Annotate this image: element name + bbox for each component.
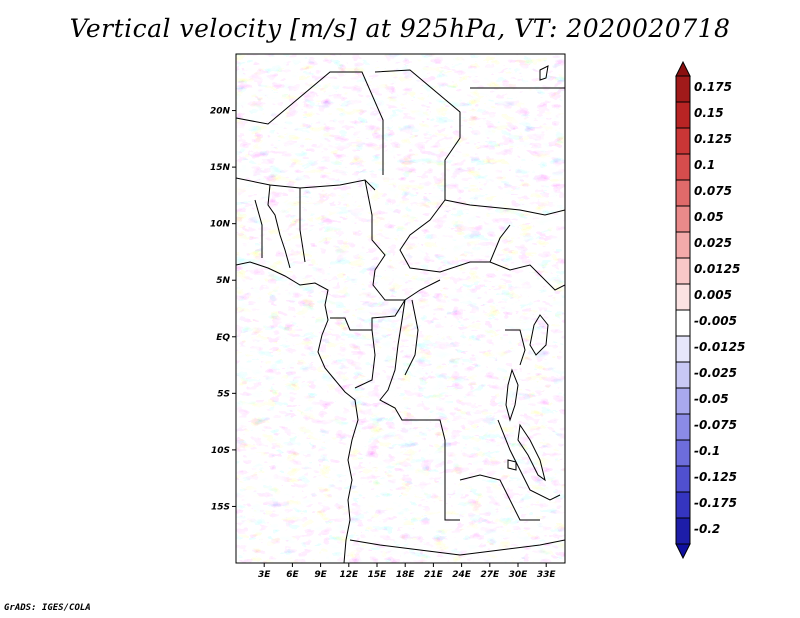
colorbar-swatch [675, 205, 691, 233]
country-borders [236, 69, 565, 563]
lon-tick-label: 21E [424, 570, 444, 580]
map-title: Vertical velocity [m/s] at 925hPa, VT: 2… [69, 14, 731, 43]
colorbar-label: -0.05 [694, 392, 729, 406]
lon-tick-label: 12E [339, 570, 359, 580]
colorbar-label: 0.1 [694, 158, 715, 172]
colorbar-label: -0.1 [694, 444, 720, 458]
colorbar-label: 0.15 [694, 106, 724, 120]
field-shading [236, 54, 565, 563]
lon-tick-label: 27E [480, 570, 500, 580]
colorbar-swatch [675, 387, 691, 415]
lon-tick-label: 6E [286, 570, 299, 580]
lat-tick-label: 20N [210, 107, 231, 117]
lat-tick-label: 5S [217, 389, 230, 399]
colorbar-swatch [675, 101, 691, 129]
colorbar-swatch [675, 439, 691, 467]
colorbar-swatch [675, 75, 691, 103]
lon-tick-label: 24E [452, 570, 472, 580]
lat-tick-label: 10N [210, 220, 231, 230]
colorbar-swatch [675, 361, 691, 389]
colorbar-label: 0.005 [694, 288, 732, 302]
colorbar-swatch [675, 413, 691, 441]
colorbar-label: 0.05 [694, 210, 724, 224]
colorbar-swatch [675, 465, 691, 493]
colorbar-top-arrow [675, 60, 691, 77]
colorbar-label: -0.075 [694, 418, 737, 432]
lon-tick-label: 15E [368, 570, 388, 580]
colorbar-swatch [675, 309, 691, 337]
lon-tick-label: 18E [396, 570, 416, 580]
colorbar-swatch [675, 257, 691, 285]
lake-outlines [505, 65, 549, 482]
colorbar-swatch [675, 283, 691, 311]
colorbar-label: -0.125 [694, 470, 737, 484]
map-panel: 20N 15N 10N 5N EQ 5S 10S 15S 3E 6E 9E 12E 15E 18E 21E… [210, 53, 566, 580]
colorbar-label: -0.2 [694, 522, 720, 536]
lat-tick-label: 15N [210, 163, 231, 173]
colorbar-label: 0.0125 [694, 262, 740, 276]
longitude-ticks: 3E 6E 9E 12E 15E 18E 21E 24E 27E 30E 33E [258, 563, 556, 580]
colorbar-label: -0.175 [694, 496, 737, 510]
lat-tick-label: 10S [211, 446, 230, 456]
colorbar-swatch [675, 517, 691, 545]
colorbar-label: 0.025 [694, 236, 732, 250]
latitude-ticks: 20N 15N 10N 5N EQ 5S 10S 15S [210, 107, 236, 512]
lat-tick-label: 15S [211, 502, 230, 512]
lon-tick-label: 3E [258, 570, 271, 580]
lon-tick-label: 33E [537, 570, 557, 580]
colorbar-label: 0.075 [694, 184, 732, 198]
colorbar-swatch [675, 491, 691, 519]
colorbar-label: -0.025 [694, 366, 737, 380]
colorbar-swatch [675, 153, 691, 181]
colorbar-label: -0.0125 [694, 340, 745, 354]
colorbar-swatch [675, 127, 691, 155]
colorbar: 0.175 0.15 0.125 0.1 0.075 0.05 0.025 0.0125 0.0… [675, 60, 745, 560]
colorbar-bottom-arrow [675, 543, 691, 560]
colorbar-label: 0.125 [694, 132, 732, 146]
colorbar-swatch [675, 335, 691, 363]
lat-tick-label: EQ [216, 333, 230, 343]
grads-credit: GrADS: IGES/COLA [4, 603, 91, 613]
map-frame [235, 53, 566, 564]
colorbar-label: -0.005 [694, 314, 737, 328]
lon-tick-label: 9E [314, 570, 327, 580]
lon-tick-label: 30E [509, 570, 529, 580]
colorbar-label: 0.175 [694, 80, 732, 94]
lat-tick-label: 5N [216, 276, 230, 286]
colorbar-swatch [675, 231, 691, 259]
colorbar-swatch [675, 179, 691, 207]
